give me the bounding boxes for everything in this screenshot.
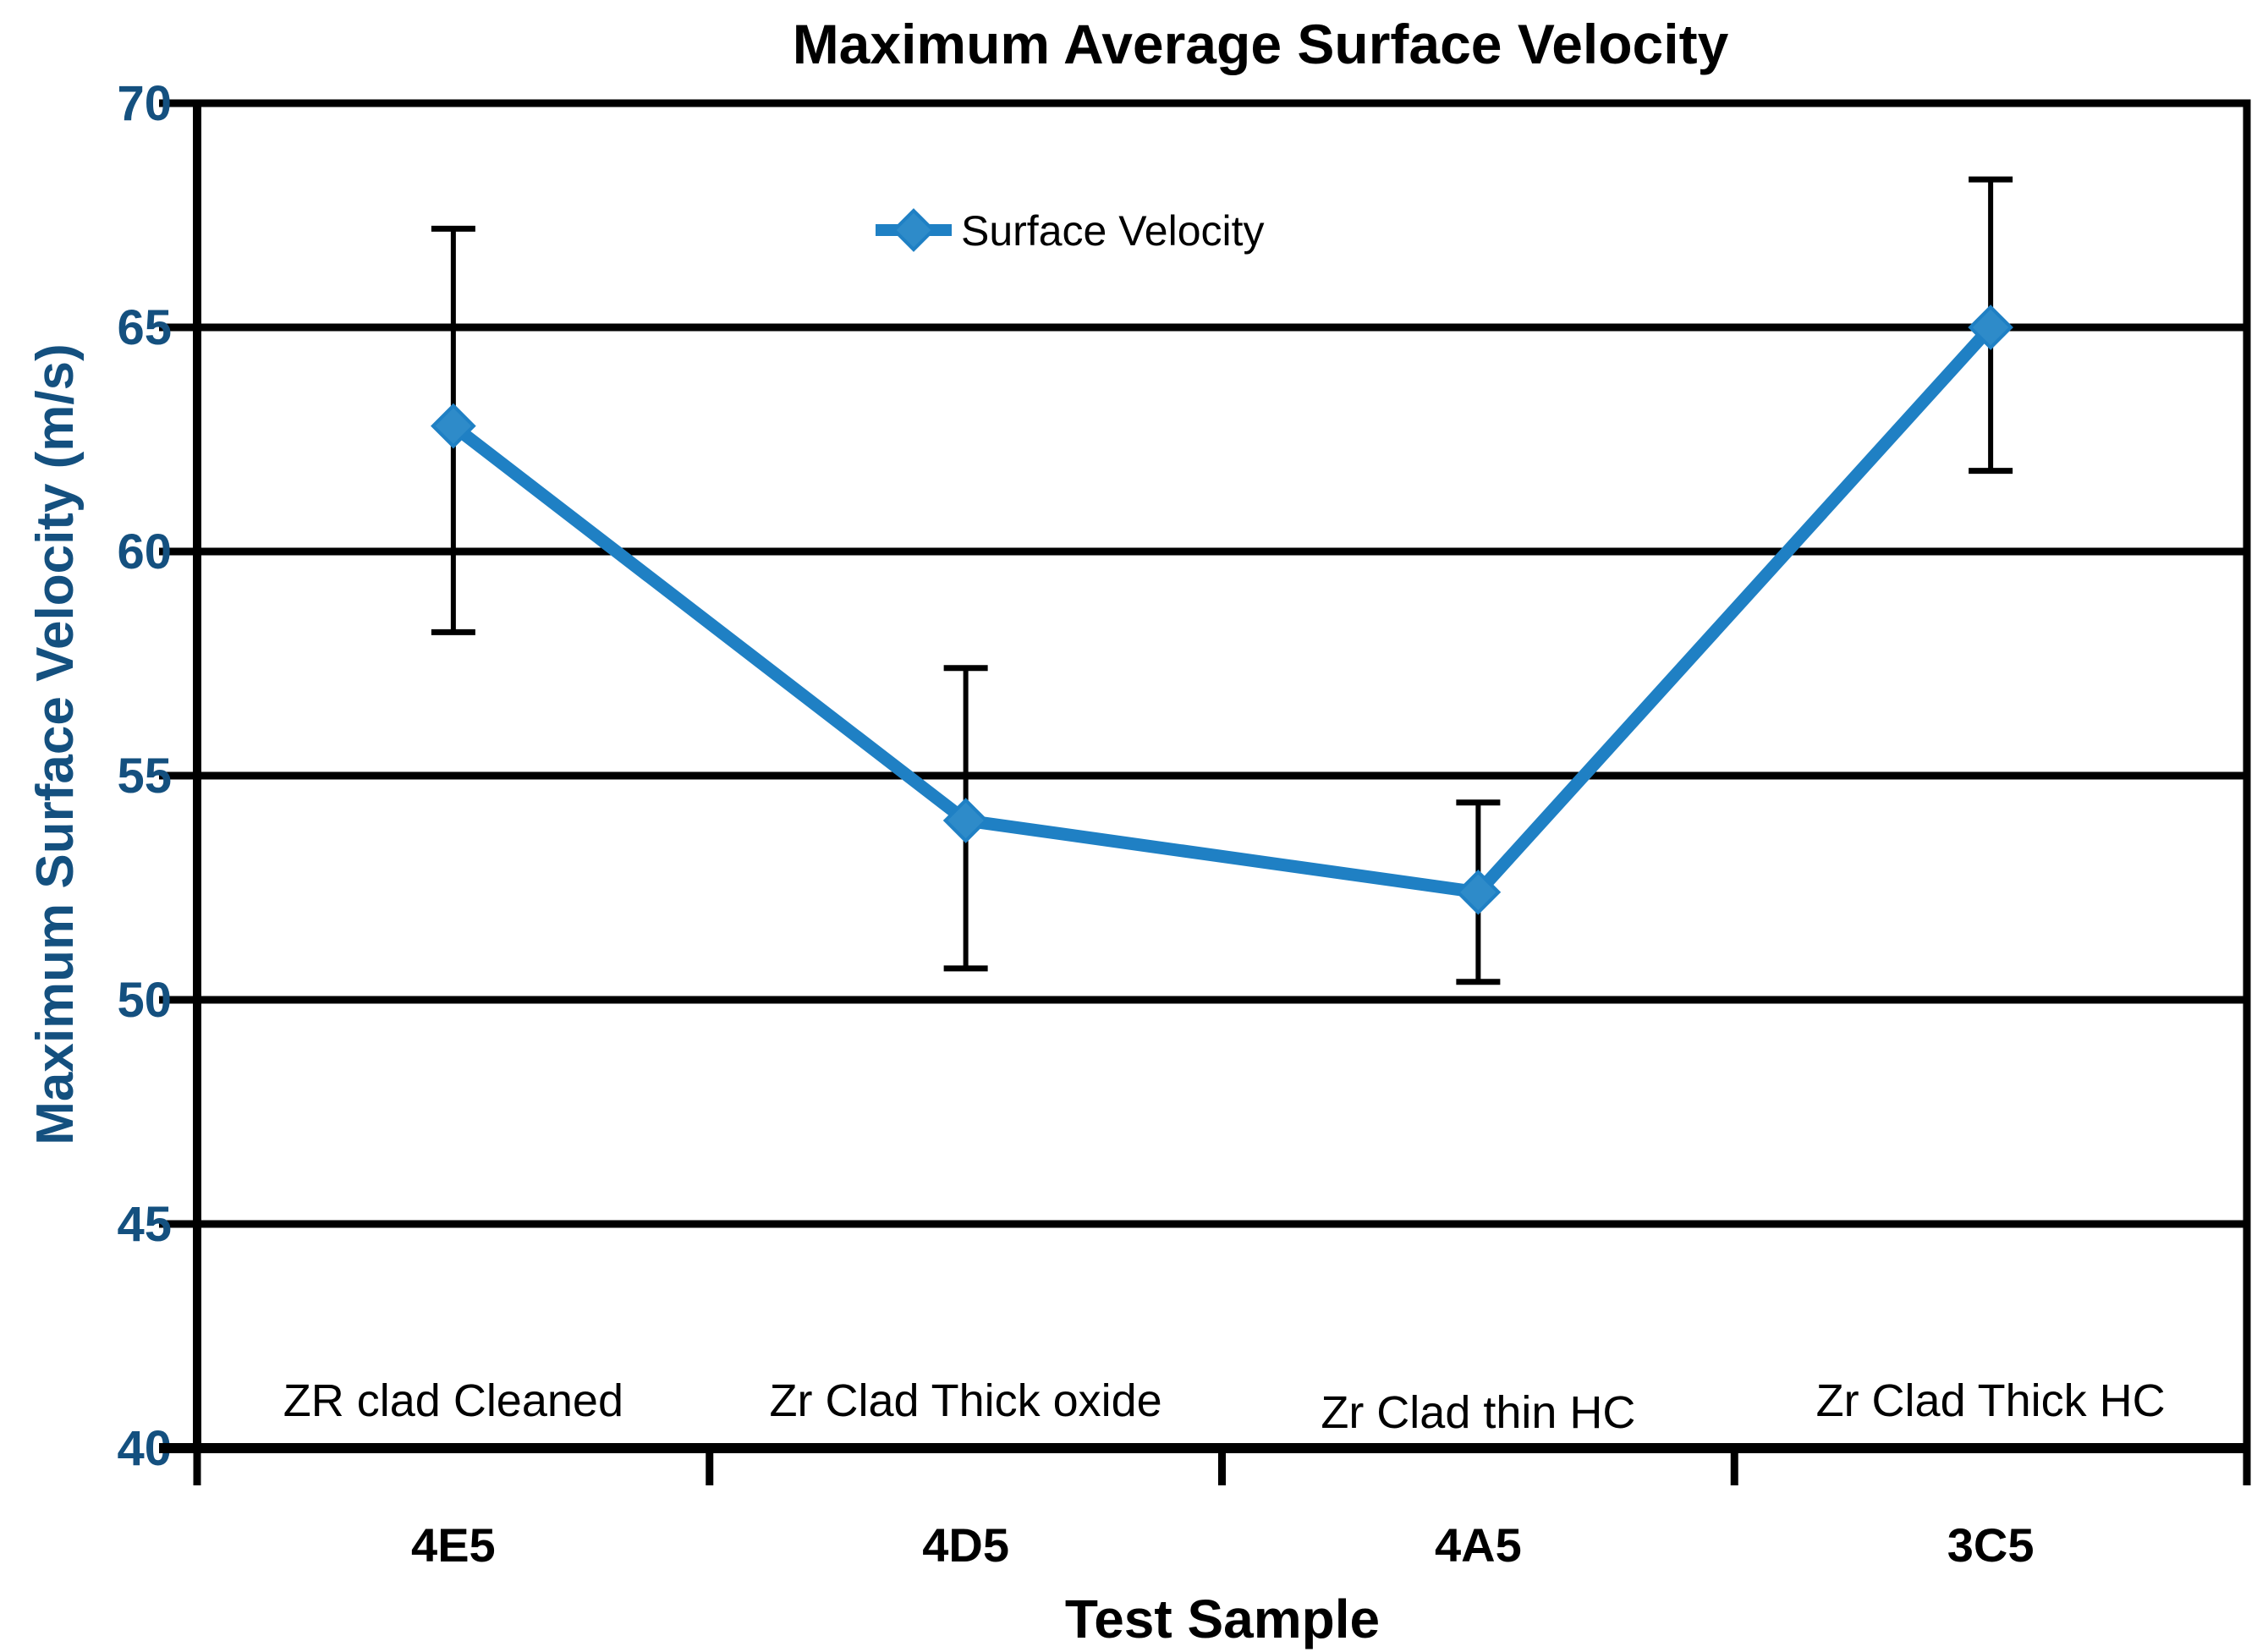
x-axis-title: Test Sample bbox=[1065, 1589, 1380, 1649]
x-category-label: 4A5 bbox=[1435, 1518, 1522, 1572]
y-tick-label: 70 bbox=[117, 76, 172, 131]
y-tick-label: 50 bbox=[117, 973, 172, 1028]
y-tick-label: 65 bbox=[117, 300, 172, 355]
data-point-marker bbox=[1968, 305, 2013, 350]
series-line bbox=[449, 322, 1996, 899]
category-annotation: Zr Clad Thick HC bbox=[1816, 1375, 2166, 1426]
x-category-label: 4E5 bbox=[411, 1518, 496, 1572]
y-tick-label: 45 bbox=[117, 1197, 172, 1252]
y-tick-label: 55 bbox=[117, 749, 172, 804]
category-annotation: Zr Clad Thick oxide bbox=[770, 1375, 1162, 1426]
category-annotation: Zr Clad thin HC bbox=[1321, 1387, 1635, 1438]
x-category-label: 3C5 bbox=[1947, 1518, 2035, 1572]
legend-label: Surface Velocity bbox=[961, 207, 1265, 255]
data-point-marker bbox=[431, 403, 476, 449]
category-annotation: ZR clad Cleaned bbox=[283, 1375, 623, 1426]
chart-title: Maximum Average Surface Velocity bbox=[793, 13, 1729, 75]
legend-marker-diamond bbox=[892, 208, 936, 252]
y-axis-title: Maximum Surface Velocity (m/s) bbox=[26, 343, 85, 1145]
data-point-marker bbox=[942, 798, 989, 843]
x-category-label: 4D5 bbox=[922, 1518, 1009, 1572]
data-point-marker bbox=[1455, 869, 1502, 915]
y-tick-label: 60 bbox=[117, 524, 172, 579]
